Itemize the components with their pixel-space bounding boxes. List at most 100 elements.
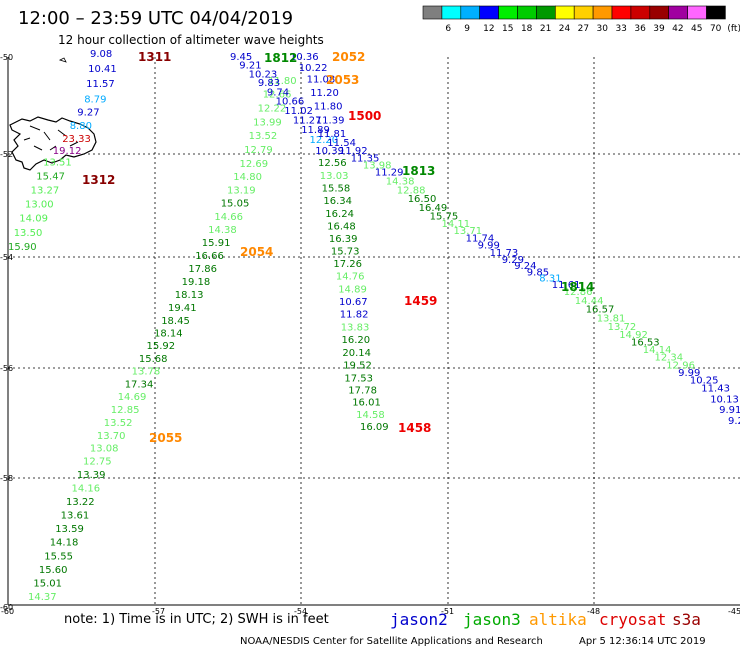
legend-value-label: 9 <box>464 24 470 34</box>
wave-height-value: 13.83 <box>341 323 370 334</box>
wave-height-value: 18.14 <box>154 329 183 340</box>
wave-height-value: 18.45 <box>161 316 190 327</box>
wave-height-value: 11.82 <box>340 310 369 321</box>
wave-height-value: 11.80 <box>268 76 297 87</box>
legend-value-label: 42 <box>672 24 683 34</box>
wave-height-value: 15.47 <box>36 171 65 182</box>
wave-height-value: 11.89 <box>301 125 330 136</box>
wave-height-value: 16.53 <box>631 338 660 349</box>
wave-height-value: 12.96 <box>666 360 695 371</box>
wave-height-value: 14.37 <box>28 592 57 603</box>
wave-height-value: 15.55 <box>44 551 73 562</box>
wave-height-value: 9.24 <box>514 261 536 272</box>
wave-height-value: 11.54 <box>327 138 356 149</box>
wave-height-value: 15.05 <box>221 199 250 210</box>
wave-height-value: 16.20 <box>342 335 371 346</box>
wave-height-color-legend: 6 9 12 15 18 21 24 27 30 33 36 39 42 45 70 (ft) <box>422 5 740 34</box>
wave-height-value: 10.39 <box>315 146 344 157</box>
wave-height-value: 10.66 <box>276 97 305 108</box>
legend-swatch <box>630 5 651 20</box>
wave-height-value: 17.86 <box>188 264 217 275</box>
satellite-legend-cryosat: cryosat <box>599 610 666 629</box>
wave-height-value: 14.14 <box>643 345 672 356</box>
wave-height-value: 11.43 <box>701 384 730 395</box>
wave-height-value: 10.41 <box>88 64 117 75</box>
wave-height-value: 14.38 <box>386 177 415 188</box>
wave-height-value: 14.44 <box>575 296 604 307</box>
wave-height-value: 9.74 <box>267 87 289 98</box>
wave-height-value: 8.80 <box>70 121 92 132</box>
figure-subtitle: 12 hour collection of altimeter wave hei… <box>58 33 324 47</box>
wave-height-value: 11.35 <box>351 154 380 165</box>
wave-height-value: 9.91 <box>719 405 740 416</box>
wave-height-value: 16.66 <box>195 251 224 262</box>
wave-height-value: 11.39 <box>316 115 345 126</box>
wave-height-value: 13.08 <box>90 444 119 455</box>
wave-height-value: 10.22 <box>299 63 328 74</box>
legend-swatch <box>554 5 575 20</box>
legend-value-label: 45 <box>691 24 702 34</box>
wave-height-value: 14.58 <box>356 410 385 421</box>
wave-height-value: 11.20 <box>310 88 339 99</box>
wave-height-value: 9.21 <box>239 61 261 72</box>
figure-title: 12:00 – 23:59 UTC 04/04/2019 <box>18 8 293 29</box>
wave-height-value: 13.51 <box>43 158 72 169</box>
wave-height-value: 13.59 <box>55 524 84 535</box>
wave-height-value: 16.48 <box>327 221 356 232</box>
wave-height-value: 14.89 <box>338 284 367 295</box>
pass-label-1500: 1500 <box>348 109 381 123</box>
wave-height-value: 11.73 <box>490 248 519 259</box>
wave-height-value: 9.45 <box>230 52 252 63</box>
map-panel: -60 -57 -54 -51 -48 -45 -50 -52 -54 -56 -58 -60 <box>0 53 740 616</box>
wave-height-value: 15.58 <box>322 184 351 195</box>
wave-height-value: 12.85 <box>111 405 140 416</box>
latitude-tick-label: -50 <box>0 53 13 62</box>
wave-height-value: 13.81 <box>597 313 626 324</box>
wave-height-value: 12.75 <box>83 457 112 468</box>
axis-tick-labels: -60 -57 -54 -51 -48 -45 -50 -52 -54 -56 -58 -60 <box>0 53 740 616</box>
wave-height-value: 18.13 <box>175 290 204 301</box>
wave-height-value: 15.73 <box>331 247 360 258</box>
latitude-tick-label: -58 <box>0 474 13 483</box>
longitude-tick-label: -60 <box>1 607 14 616</box>
legend-value-label: 36 <box>634 24 646 34</box>
wave-height-value: 15.60 <box>39 565 68 576</box>
pass-label-2053: 2053 <box>326 73 359 87</box>
wave-height-value: 9.29 <box>502 255 524 266</box>
wave-height-value: 14.69 <box>118 392 147 403</box>
altimeter-tracks: 9.0810.4111.578.799.278.8023.3319.1213.5… <box>8 49 740 603</box>
wave-height-value: 14.11 <box>442 219 471 230</box>
legend-swatch <box>649 5 669 20</box>
satellite-legend-jason3: jason3 <box>463 610 521 629</box>
wave-height-value: 13.61 <box>61 511 90 522</box>
longitude-tick-label: -45 <box>728 607 740 616</box>
wave-height-value: 20.14 <box>342 348 371 359</box>
wave-height-value: 9.99 <box>678 368 700 379</box>
pass-labels: 1311 1312 1812 2052 2053 1500 1813 2054 … <box>82 50 594 445</box>
wave-height-value: 23.33 <box>62 134 91 145</box>
legend-swatch <box>517 5 537 20</box>
pass-label-1311: 1311 <box>138 50 171 64</box>
legend-swatch <box>706 5 726 20</box>
footer-agency: NOAA/NESDIS Center for Satellite Applica… <box>240 636 543 647</box>
legend-value-label: 12 <box>483 24 494 34</box>
latitude-tick-label: -52 <box>0 150 13 159</box>
wave-height-value: 10.36 <box>290 52 319 63</box>
satellite-legend-s3a: s3a <box>672 610 701 629</box>
wave-height-value: 11.61 <box>552 280 581 291</box>
wave-height-value: 13.98 <box>363 161 392 172</box>
wave-height-value: 14.80 <box>233 172 262 183</box>
wave-height-value: 12.88 <box>397 185 426 196</box>
wave-height-value: 14.09 <box>19 214 48 225</box>
wave-height-value: 10.23 <box>249 70 278 81</box>
wave-height-value: 17.34 <box>125 379 154 390</box>
wave-height-value: 12.66 <box>263 90 292 101</box>
satellite-legend: jason2 jason3 altika cryosat s3a <box>390 610 701 629</box>
wave-height-value: 9.08 <box>90 49 112 60</box>
wave-height-value: 14.18 <box>50 538 79 549</box>
legend-swatch <box>460 5 480 20</box>
wave-height-value: 13.52 <box>249 131 278 142</box>
wave-height-value: 14.92 <box>619 330 648 341</box>
legend-value-label: 18 <box>521 24 533 34</box>
